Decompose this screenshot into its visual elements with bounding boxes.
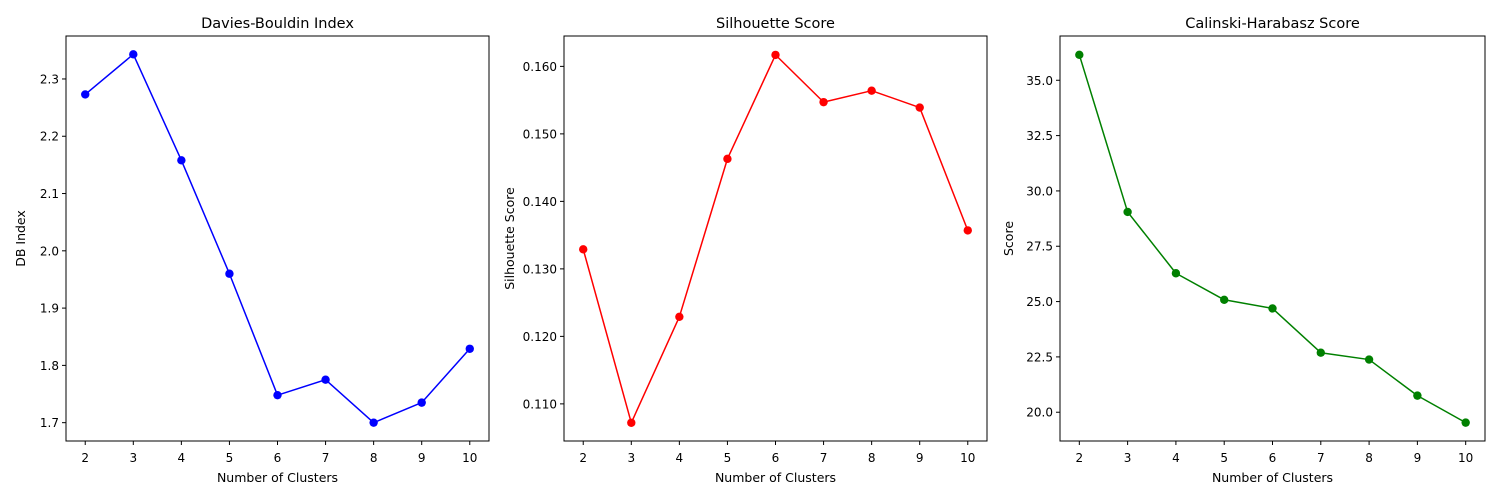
data-point [1413, 391, 1422, 400]
data-point [129, 50, 138, 59]
x-tick-label: 3 [129, 451, 137, 465]
y-tick-label: 30.0 [1026, 184, 1053, 198]
x-tick-label: 3 [627, 451, 635, 465]
x-tick-label: 2 [1075, 451, 1083, 465]
x-tick-label: 9 [1414, 451, 1422, 465]
data-point [867, 86, 876, 95]
x-tick-label: 3 [1124, 451, 1132, 465]
x-tick-label: 6 [772, 451, 780, 465]
data-point [1123, 207, 1132, 217]
axes-frame [65, 35, 490, 442]
data-point [321, 375, 330, 384]
data-point [225, 269, 234, 278]
data-point [723, 154, 732, 164]
subplot-calinski-harabasz: Calinski-Harabasz Score Number of Cluste… [1001, 16, 1486, 485]
series-line [84, 53, 471, 424]
x-tick-label: 9 [418, 451, 426, 465]
y-tick-label: 27.5 [1026, 240, 1053, 254]
x-tick-label: 7 [1317, 451, 1325, 465]
x-axis-label: Number of Clusters [217, 470, 338, 485]
y-tick-label: 2.1 [40, 187, 59, 201]
data-point [81, 90, 90, 99]
data-point [369, 418, 378, 427]
x-tick-label: 5 [226, 451, 234, 465]
data-point [819, 97, 828, 107]
x-tick-label: 8 [370, 451, 378, 465]
y-tick-label: 0.150 [523, 127, 557, 141]
x-tick-label: 6 [1269, 451, 1277, 465]
y-tick-label: 1.8 [40, 359, 59, 373]
y-axis-label: DB Index [13, 210, 28, 267]
data-point [1268, 304, 1277, 313]
x-tick-label: 6 [274, 451, 282, 465]
x-tick-label: 7 [820, 451, 828, 465]
x-tick-label: 4 [1172, 451, 1180, 465]
chart-title: Calinski-Harabasz Score [1185, 16, 1360, 32]
x-tick-label: 10 [960, 451, 975, 465]
data-point [915, 103, 924, 112]
y-tick-label: 22.5 [1026, 350, 1053, 364]
data-point [771, 50, 780, 60]
y-tick-label: 0.130 [523, 262, 557, 276]
data-point [963, 226, 972, 235]
x-tick-label: 5 [1220, 451, 1228, 465]
data-point [1220, 295, 1229, 305]
series-line [1078, 54, 1467, 424]
x-tick-label: 8 [868, 451, 876, 465]
data-point [273, 390, 282, 400]
y-tick-label: 1.9 [40, 302, 59, 316]
x-tick-label: 5 [724, 451, 732, 465]
y-tick-label: 0.110 [523, 397, 557, 411]
data-point [417, 398, 426, 407]
data-point [1461, 418, 1470, 427]
y-tick-label: 2.2 [40, 130, 59, 144]
data-point [1075, 50, 1084, 60]
y-tick-label: 0.160 [523, 60, 557, 74]
x-tick-label: 4 [676, 451, 684, 465]
data-point [579, 245, 588, 254]
data-point [1171, 269, 1181, 278]
y-axis-label: Score [1001, 221, 1016, 256]
y-tick-label: 35.0 [1026, 74, 1053, 88]
x-axis-label: Number of Clusters [1212, 470, 1333, 485]
axes-frame [1059, 35, 1486, 442]
y-tick-label: 2.3 [40, 72, 59, 86]
x-tick-label: 9 [916, 451, 924, 465]
x-tick-label: 10 [462, 451, 477, 465]
data-point [627, 418, 636, 427]
data-point [465, 344, 474, 353]
x-tick-label: 4 [178, 451, 186, 465]
axes-frame [563, 35, 988, 442]
y-tick-label: 0.120 [523, 330, 557, 344]
x-tick-label: 10 [1458, 451, 1473, 465]
x-tick-label: 2 [81, 451, 89, 465]
y-axis-label: Silhouette Score [502, 187, 517, 290]
y-tick-label: 20.0 [1026, 406, 1053, 420]
x-tick-label: 8 [1365, 451, 1373, 465]
x-tick-label: 2 [579, 451, 587, 465]
series-line [582, 54, 969, 424]
x-axis-label: Number of Clusters [715, 470, 836, 485]
chart-title: Silhouette Score [716, 16, 835, 32]
chart-title: Davies-Bouldin Index [201, 16, 354, 32]
subplot-davies-bouldin: Davies-Bouldin Index Number of Clusters … [13, 16, 490, 485]
data-point [1316, 348, 1325, 357]
y-tick-label: 2.0 [40, 244, 59, 258]
data-point [1364, 355, 1374, 364]
y-tick-label: 32.5 [1026, 129, 1053, 143]
y-tick-label: 25.0 [1026, 295, 1053, 309]
y-tick-label: 0.140 [523, 195, 557, 209]
data-point [675, 312, 684, 321]
data-point [177, 156, 186, 165]
x-tick-label: 7 [322, 451, 330, 465]
y-tick-label: 1.7 [40, 416, 59, 430]
subplot-silhouette: Silhouette Score Number of Clusters Silh… [502, 16, 988, 485]
